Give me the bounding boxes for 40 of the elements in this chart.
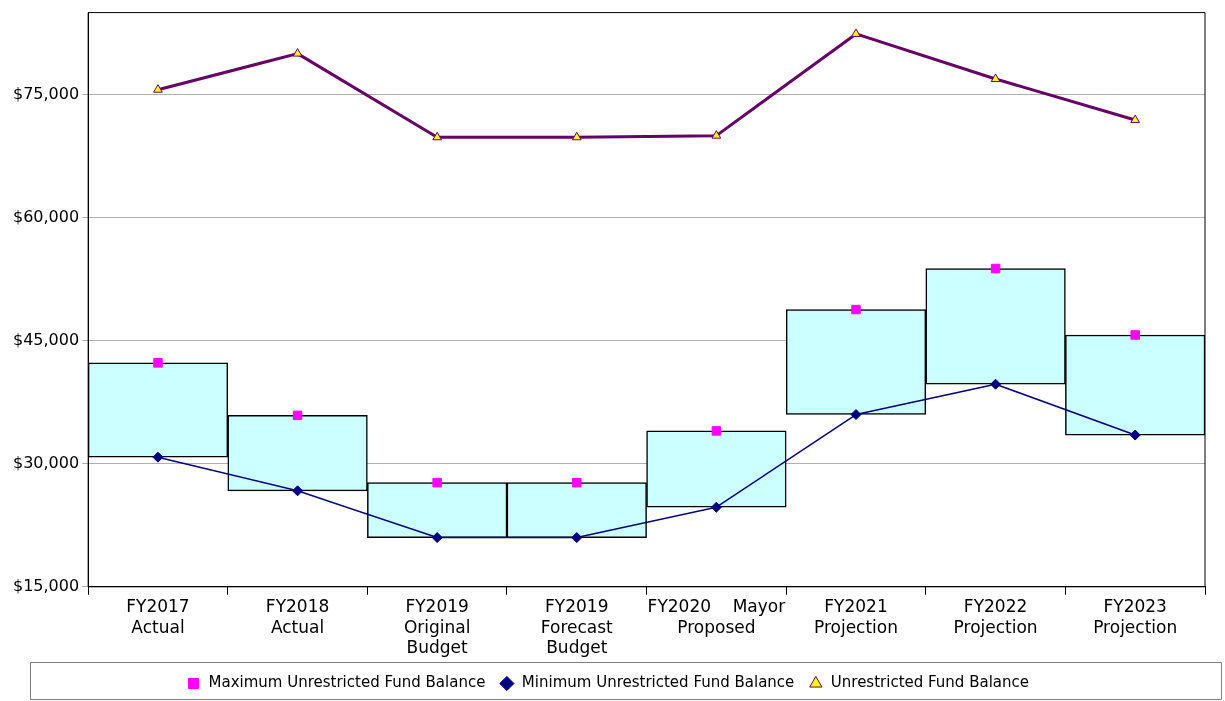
x-tick-label: FY2023 Projection — [1093, 596, 1178, 637]
point — [153, 84, 163, 93]
point — [990, 263, 1001, 274]
x-tick-label: FY2022 Projection — [953, 596, 1038, 637]
point — [850, 409, 862, 421]
point — [292, 485, 304, 497]
point — [851, 304, 861, 315]
point — [292, 410, 303, 421]
x-tick-label: FY2021 Projection — [813, 596, 899, 637]
legend-label: Minimum Unrestricted Fund Balance — [521, 673, 795, 692]
point — [572, 477, 582, 488]
point — [1130, 330, 1140, 340]
legend-label: Maximum Unrestricted Fund Balance — [208, 673, 486, 692]
legend-label: Unrestricted Fund Balance — [830, 673, 1029, 692]
y-tick-label: $30,000 — [12, 452, 80, 472]
point — [153, 358, 163, 368]
point — [990, 73, 1001, 83]
point — [1129, 429, 1141, 441]
x-tick-label: FY2020 Mayor Proposed — [647, 596, 786, 637]
point — [152, 451, 164, 463]
y-tick-label: $45,000 — [12, 329, 80, 349]
x-tick-label: FY2019 Original Budget — [403, 596, 471, 658]
point — [711, 130, 722, 139]
point — [990, 378, 1002, 390]
point — [851, 28, 861, 37]
point — [571, 532, 583, 544]
point — [432, 477, 442, 488]
point — [571, 131, 582, 141]
point — [711, 426, 722, 436]
point — [710, 501, 722, 513]
point — [292, 48, 303, 57]
x-tick-label: FY2017 Actual — [126, 596, 190, 637]
point — [432, 131, 443, 141]
x-tick-label: FY2018 Actual — [265, 596, 330, 637]
point — [1130, 114, 1141, 124]
y-tick-label: $15,000 — [12, 575, 80, 595]
x-tick-label: FY2019 Forecast Budget — [540, 596, 614, 658]
point — [431, 532, 443, 544]
y-tick-label: $60,000 — [12, 206, 80, 226]
y-tick-label: $75,000 — [12, 83, 80, 103]
